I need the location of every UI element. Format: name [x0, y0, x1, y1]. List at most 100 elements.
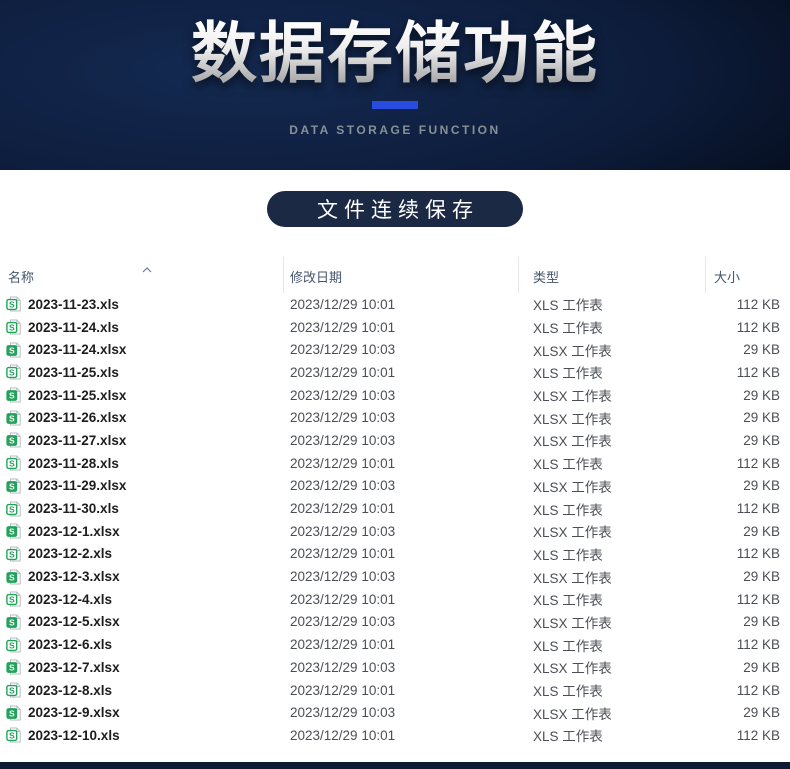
file-name: 2023-12-3.xlsx — [28, 569, 120, 585]
file-name-cell: S 2023-11-24.xlsx — [6, 342, 283, 358]
file-row[interactable]: S 2023-12-9.xlsx 2023/12/29 10:03 XLSX 工… — [6, 701, 790, 724]
excel-xlsx-file-icon: S — [6, 410, 21, 426]
file-name-cell: S 2023-12-9.xlsx — [6, 705, 283, 721]
excel-xlsx-file-icon: S — [6, 705, 21, 721]
file-row[interactable]: S 2023-11-24.xlsx 2023/12/29 10:03 XLSX … — [6, 338, 790, 361]
file-name-cell: S 2023-12-2.xls — [6, 546, 283, 562]
file-modified-date: 2023/12/29 10:03 — [290, 705, 396, 721]
file-modified-date: 2023/12/29 10:01 — [290, 296, 396, 312]
file-row[interactable]: S 2023-11-30.xls 2023/12/29 10:01 XLS 工作… — [6, 497, 790, 520]
file-name-cell: S 2023-12-1.xlsx — [6, 523, 283, 539]
file-row[interactable]: S 2023-12-3.xlsx 2023/12/29 10:03 XLSX 工… — [6, 565, 790, 588]
file-row[interactable]: S 2023-11-25.xls 2023/12/29 10:01 XLS 工作… — [6, 361, 790, 384]
file-name-cell: S 2023-11-30.xls — [6, 501, 283, 517]
file-type: XLSX 工作表 — [533, 343, 612, 359]
file-name-cell: S 2023-12-10.xls — [6, 727, 283, 743]
file-row[interactable]: S 2023-11-29.xlsx 2023/12/29 10:03 XLSX … — [6, 475, 790, 498]
file-modified-date: 2023/12/29 10:01 — [290, 501, 396, 517]
file-name: 2023-11-29.xlsx — [28, 478, 127, 494]
file-size: 29 KB — [743, 478, 780, 494]
column-header-name[interactable]: 名称 — [6, 257, 283, 293]
excel-xls-file-icon: S — [6, 727, 21, 743]
file-type: XLSX 工作表 — [533, 525, 612, 541]
file-modified-date: 2023/12/29 10:01 — [290, 727, 396, 743]
svg-text:S: S — [9, 572, 15, 582]
file-name: 2023-12-5.xlsx — [28, 614, 120, 630]
file-type: XLSX 工作表 — [533, 389, 612, 405]
file-rows: S 2023-11-23.xls 2023/12/29 10:01 XLS 工作… — [6, 293, 790, 747]
file-row[interactable]: S 2023-12-6.xls 2023/12/29 10:01 XLS 工作表… — [6, 633, 790, 656]
excel-xls-file-icon: S — [6, 591, 21, 607]
file-row[interactable]: S 2023-11-24.xls 2023/12/29 10:01 XLS 工作… — [6, 316, 790, 339]
excel-xlsx-file-icon: S — [6, 569, 21, 585]
file-size: 29 KB — [743, 705, 780, 721]
svg-text:S: S — [9, 458, 15, 468]
file-size: 112 KB — [736, 501, 780, 517]
file-size: 29 KB — [743, 569, 780, 585]
file-modified-date: 2023/12/29 10:01 — [290, 319, 396, 335]
file-name: 2023-11-28.xls — [28, 455, 119, 471]
file-size: 29 KB — [743, 432, 780, 448]
file-list: 名称 修改日期 类型 大小 S 2023-11-23.xls — [0, 257, 790, 747]
file-name: 2023-11-25.xls — [28, 364, 119, 380]
excel-xlsx-file-icon: S — [6, 614, 21, 630]
file-type: XLS 工作表 — [533, 593, 603, 609]
svg-text:S: S — [9, 549, 15, 559]
excel-xlsx-file-icon: S — [6, 387, 21, 403]
file-size: 29 KB — [743, 342, 780, 358]
file-row[interactable]: S 2023-12-2.xls 2023/12/29 10:01 XLS 工作表… — [6, 543, 790, 566]
file-size: 29 KB — [743, 410, 780, 426]
file-row[interactable]: S 2023-11-25.xlsx 2023/12/29 10:03 XLSX … — [6, 384, 790, 407]
svg-text:S: S — [9, 617, 15, 627]
column-header-size[interactable]: 大小 — [705, 257, 780, 293]
svg-text:S: S — [9, 300, 15, 310]
file-name-cell: S 2023-12-6.xls — [6, 637, 283, 653]
file-modified-date: 2023/12/29 10:03 — [290, 569, 396, 585]
content-section: 文件连续保存 名称 修改日期 类型 大小 — [0, 191, 790, 747]
file-row[interactable]: S 2023-12-10.xls 2023/12/29 10:01 XLS 工作… — [6, 724, 790, 747]
hero-banner: 数据存储功能 DATA STORAGE FUNCTION — [0, 0, 790, 170]
file-name: 2023-12-10.xls — [28, 727, 120, 743]
column-header-modified[interactable]: 修改日期 — [283, 257, 518, 293]
excel-xls-file-icon: S — [6, 319, 21, 335]
file-name-cell: S 2023-11-25.xls — [6, 364, 283, 380]
file-type: XLSX 工作表 — [533, 661, 612, 677]
file-modified-date: 2023/12/29 10:03 — [290, 387, 396, 403]
file-row[interactable]: S 2023-11-26.xlsx 2023/12/29 10:03 XLSX … — [6, 406, 790, 429]
file-name-cell: S 2023-12-7.xlsx — [6, 659, 283, 675]
file-row[interactable]: S 2023-12-1.xlsx 2023/12/29 10:03 XLSX 工… — [6, 520, 790, 543]
svg-text:S: S — [9, 322, 15, 332]
column-header-size-label: 大小 — [714, 270, 741, 285]
file-name-cell: S 2023-11-24.xls — [6, 319, 283, 335]
file-size: 29 KB — [743, 614, 780, 630]
hero-title: 数据存储功能 — [191, 12, 599, 95]
file-name: 2023-11-27.xlsx — [28, 432, 127, 448]
file-type: XLS 工作表 — [533, 547, 603, 563]
file-row[interactable]: S 2023-12-4.xls 2023/12/29 10:01 XLS 工作表… — [6, 588, 790, 611]
excel-xlsx-file-icon: S — [6, 478, 21, 494]
svg-text:S: S — [9, 436, 15, 446]
excel-xls-file-icon: S — [6, 296, 21, 312]
file-row[interactable]: S 2023-12-7.xlsx 2023/12/29 10:03 XLSX 工… — [6, 656, 790, 679]
file-type: XLS 工作表 — [533, 502, 603, 518]
file-type: XLS 工作表 — [533, 457, 603, 473]
file-row[interactable]: S 2023-12-5.xlsx 2023/12/29 10:03 XLSX 工… — [6, 611, 790, 634]
file-type: XLS 工作表 — [533, 729, 603, 745]
file-size: 112 KB — [736, 727, 780, 743]
svg-text:S: S — [9, 481, 15, 491]
hero-subtitle: DATA STORAGE FUNCTION — [289, 122, 501, 137]
file-type: XLSX 工作表 — [533, 479, 612, 495]
file-name-cell: S 2023-11-23.xls — [6, 296, 283, 312]
file-name: 2023-12-2.xls — [28, 546, 113, 562]
section-badge: 文件连续保存 — [267, 191, 523, 227]
file-row[interactable]: S 2023-12-8.xls 2023/12/29 10:01 XLS 工作表… — [6, 679, 790, 702]
column-header-type[interactable]: 类型 — [518, 257, 705, 293]
file-modified-date: 2023/12/29 10:03 — [290, 342, 396, 358]
file-row[interactable]: S 2023-11-28.xls 2023/12/29 10:01 XLS 工作… — [6, 452, 790, 475]
file-row[interactable]: S 2023-11-23.xls 2023/12/29 10:01 XLS 工作… — [6, 293, 790, 316]
sort-ascending-icon — [142, 261, 152, 276]
file-modified-date: 2023/12/29 10:01 — [290, 591, 396, 607]
excel-xls-file-icon: S — [6, 455, 21, 471]
excel-xlsx-file-icon: S — [6, 432, 21, 448]
file-row[interactable]: S 2023-11-27.xlsx 2023/12/29 10:03 XLSX … — [6, 429, 790, 452]
